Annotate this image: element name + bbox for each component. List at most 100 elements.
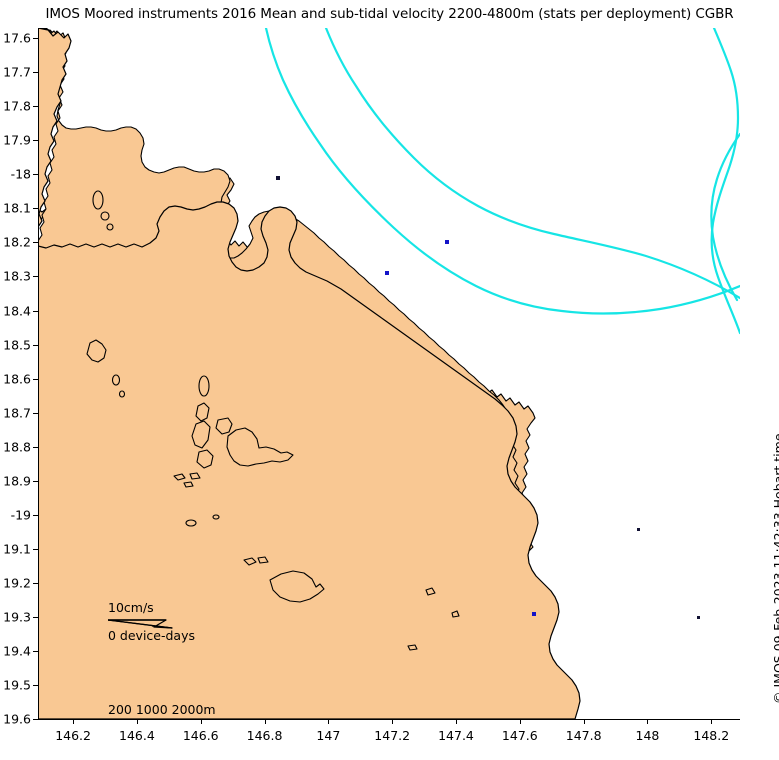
y-tick: [33, 38, 38, 40]
x-tick-label: 146.4: [119, 728, 155, 743]
y-tick: [33, 72, 38, 74]
island-small-2: [100, 211, 110, 221]
coastline-detail-group: [38, 28, 581, 719]
x-tick-label: 146.2: [55, 728, 91, 743]
bathy-contour-200: [264, 28, 740, 315]
y-tick: [33, 344, 38, 346]
x-tick: [73, 719, 75, 724]
x-tick-label: 147: [316, 728, 341, 743]
bathymetry-legend: 200 1000 2000m: [108, 702, 216, 719]
x-tick: [519, 719, 521, 724]
y-tick: [33, 446, 38, 448]
mooring-marker: [697, 616, 700, 619]
y-tick-label: 19.4: [3, 643, 31, 659]
mooring-marker: [532, 612, 536, 616]
y-tick-label: -19: [10, 507, 31, 523]
x-tick: [711, 719, 713, 724]
x-tick-label: 147.2: [374, 728, 411, 743]
figure-title: IMOS Moored instruments 2016 Mean and su…: [45, 6, 734, 22]
y-tick-label: 17.8: [3, 98, 31, 114]
y-tick-label: 19.5: [3, 677, 31, 693]
y-tick: [33, 684, 38, 686]
island-main: [226, 427, 294, 467]
y-tick-label: 17.6: [3, 30, 31, 46]
offshore-islands-group: [86, 190, 460, 651]
island-chain-5: [215, 417, 233, 435]
bathymetry-contours: [264, 28, 740, 335]
velocity-scale-legend: 10cm/s 0 device-days: [107, 600, 195, 643]
x-tick-label: 147.8: [565, 728, 602, 743]
y-tick: [33, 616, 38, 618]
island-mid-south-1: [243, 557, 257, 566]
mooring-marker: [385, 271, 389, 275]
reef-dot-4: [185, 519, 197, 527]
northern-coast-strip: [38, 28, 72, 228]
bathy-contour-1000: [324, 28, 740, 300]
credit-text: © IMOS 09-Feb-2023 11:42:33 Hobart time: [771, 433, 779, 704]
y-tick-label: 18.2: [3, 234, 31, 250]
x-tick: [136, 719, 138, 724]
bathy-contour-2000: [710, 28, 740, 335]
cape-headland: [38, 201, 581, 719]
island-south-small-3: [407, 644, 418, 651]
y-tick-label: 19.1: [3, 541, 31, 557]
island-mid-south-2: [257, 556, 269, 564]
x-tick-label: 146.8: [246, 728, 283, 743]
y-tick-label: 18.5: [3, 337, 31, 353]
reef-dot-2: [189, 472, 201, 480]
y-tick: [33, 378, 38, 380]
y-tick: [33, 582, 38, 584]
y-tick-label: 18.9: [3, 473, 31, 489]
velocity-scale-label: 10cm/s: [108, 600, 154, 615]
map-plot-area[interactable]: 10cm/s 0 device-days 200 1000 2000m: [38, 28, 740, 719]
mooring-marker: [637, 528, 640, 531]
x-tick: [200, 719, 202, 724]
y-tick: [33, 548, 38, 550]
y-tick: [33, 650, 38, 652]
x-tick-label: 146.6: [182, 728, 219, 743]
bathymetry-legend-label: 200 1000 2000m: [108, 702, 216, 717]
mooring-marker: [276, 176, 280, 180]
x-tick-label: 147.4: [438, 728, 474, 743]
y-tick-label: 17.7: [3, 64, 31, 80]
island-chain-3: [191, 420, 211, 449]
y-tick: [33, 208, 38, 210]
x-tick: [647, 719, 649, 724]
y-tick-label: 18.4: [3, 303, 31, 319]
y-tick-label: 17.9: [3, 132, 31, 148]
reef-dot-3: [183, 481, 194, 488]
x-tick: [392, 719, 394, 724]
x-tick: [328, 719, 330, 724]
y-tick: [33, 174, 38, 176]
y-axis-line: [38, 28, 39, 719]
island-group-a: [86, 339, 107, 363]
y-tick-label: 19.3: [3, 609, 31, 625]
x-tick: [456, 719, 457, 724]
island-chain-4: [196, 449, 214, 469]
x-tick: [264, 719, 266, 724]
y-tick: [33, 140, 38, 142]
island-chain-2: [195, 402, 210, 422]
y-tick: [33, 412, 38, 414]
island-chain-1: [198, 375, 210, 397]
x-tick-label: 148: [635, 728, 660, 743]
island-small-3: [106, 223, 114, 231]
y-tick: [33, 276, 38, 278]
y-tick-label: 18.1: [3, 200, 31, 216]
x-axis-line: [38, 719, 740, 720]
mooring-markers-group: [276, 176, 700, 619]
credit-container: © IMOS 09-Feb-2023 11:42:33 Hobart time: [755, 0, 779, 760]
map-canvas: [38, 28, 740, 719]
y-tick: [33, 719, 38, 720]
y-tick: [33, 514, 38, 516]
y-tick: [33, 106, 38, 108]
island-small-5: [118, 390, 126, 398]
island-south-small-2: [451, 610, 460, 618]
island-south-small-1: [425, 587, 436, 596]
y-tick-label: 18.7: [3, 405, 31, 421]
y-tick-label: 19.2: [3, 575, 31, 591]
y-tick-label: -18: [10, 166, 31, 182]
y-tick-label: 18.6: [3, 371, 31, 387]
bathy-contour-outer: [710, 132, 740, 302]
right-arrow-icon: [107, 619, 173, 629]
